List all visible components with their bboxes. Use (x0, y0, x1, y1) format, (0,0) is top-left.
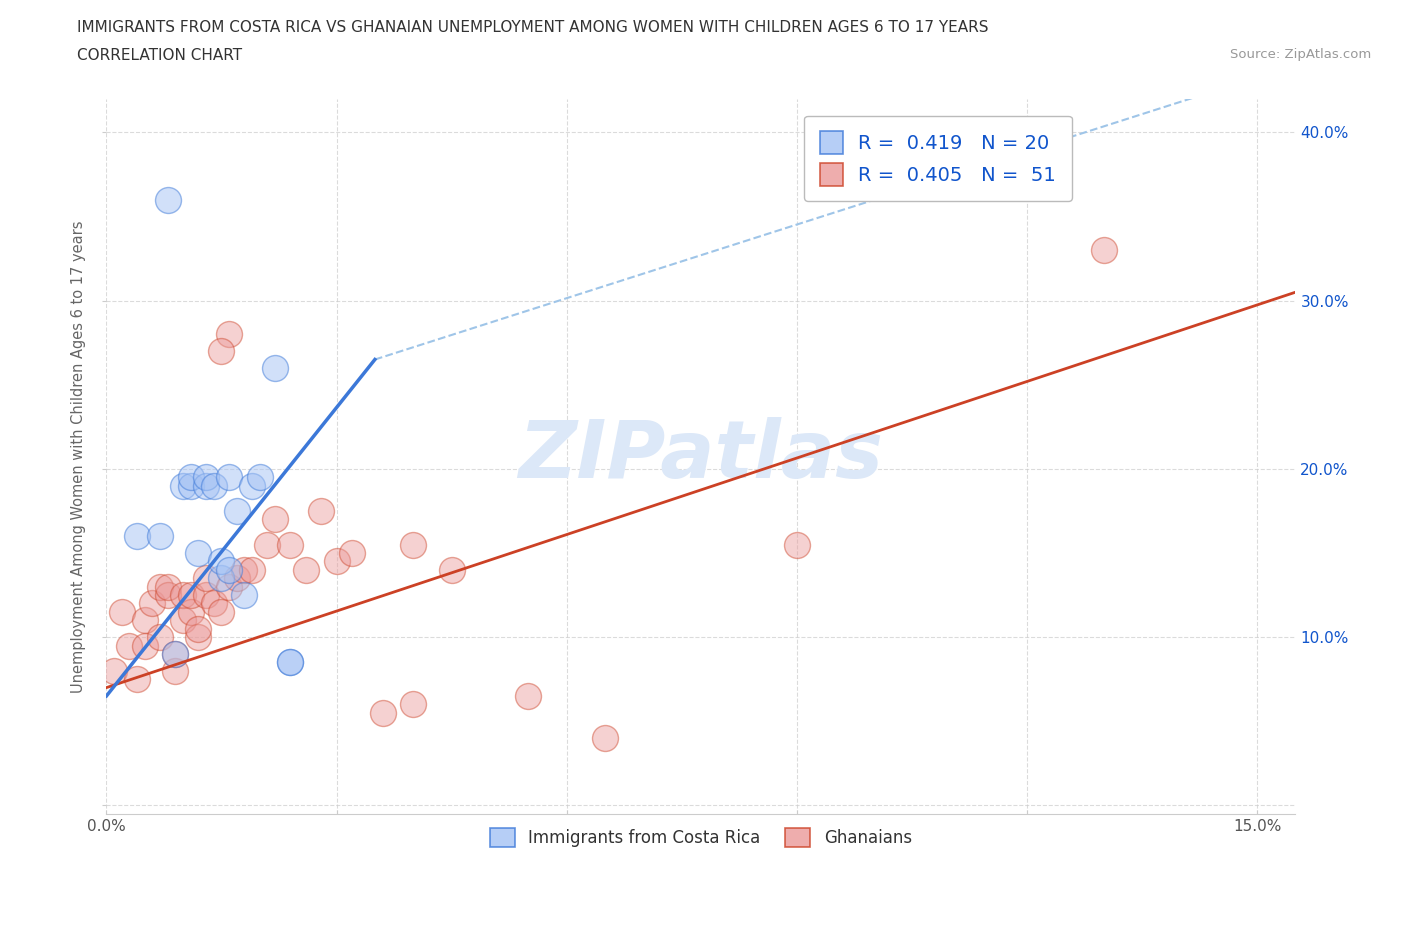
Point (371, 706, 394, 721)
Point (256, 538, 278, 552)
Point (156, 588, 179, 603)
Point (149, 630, 172, 644)
Point (125, 529, 148, 544)
Point (195, 478, 218, 493)
Point (165, 663, 187, 678)
Point (440, 563, 463, 578)
Point (165, 646, 187, 661)
Point (180, 588, 202, 603)
Point (156, 193, 179, 207)
Point (165, 646, 187, 661)
Point (180, 478, 202, 493)
Point (187, 630, 209, 644)
Point (218, 470, 240, 485)
Point (218, 563, 240, 578)
Point (280, 655, 302, 670)
Point (211, 554, 233, 569)
Point (134, 613, 156, 628)
Point (225, 571, 247, 586)
Point (172, 588, 194, 603)
Text: ZIPatlas: ZIPatlas (519, 418, 883, 496)
Point (1092, 243, 1115, 258)
Point (225, 503, 247, 518)
Point (180, 470, 202, 485)
Point (218, 326, 240, 341)
Point (240, 563, 263, 578)
Point (211, 344, 233, 359)
Point (240, 478, 263, 493)
Point (141, 596, 163, 611)
Point (172, 613, 194, 628)
Point (325, 554, 347, 569)
Point (111, 604, 134, 619)
Point (202, 596, 225, 611)
Point (402, 538, 425, 552)
Point (187, 546, 209, 561)
Point (195, 470, 218, 485)
Point (249, 470, 271, 485)
Point (786, 538, 808, 552)
Point (218, 579, 240, 594)
Point (233, 563, 256, 578)
Point (195, 588, 218, 603)
Point (202, 478, 225, 493)
Text: IMMIGRANTS FROM COSTA RICA VS GHANAIAN UNEMPLOYMENT AMONG WOMEN WITH CHILDREN AG: IMMIGRANTS FROM COSTA RICA VS GHANAIAN U… (77, 20, 988, 35)
Point (118, 638, 141, 653)
Point (156, 579, 179, 594)
Point (517, 688, 540, 703)
Point (295, 563, 318, 578)
Text: Source: ZipAtlas.com: Source: ZipAtlas.com (1230, 48, 1371, 61)
Legend: Immigrants from Costa Rica, Ghanaians: Immigrants from Costa Rica, Ghanaians (478, 817, 924, 859)
Point (149, 579, 172, 594)
Y-axis label: Unemployment Among Women with Children Ages 6 to 17 years: Unemployment Among Women with Children A… (72, 220, 86, 693)
Point (233, 588, 256, 603)
Point (211, 604, 233, 619)
Point (187, 621, 209, 636)
Point (134, 638, 156, 653)
Point (340, 546, 363, 561)
Point (103, 663, 125, 678)
Text: CORRELATION CHART: CORRELATION CHART (77, 48, 242, 63)
Point (172, 478, 194, 493)
Point (180, 604, 202, 619)
Point (593, 731, 616, 746)
Point (125, 671, 148, 686)
Point (149, 529, 172, 544)
Point (195, 571, 218, 586)
Point (264, 361, 287, 376)
Point (280, 538, 302, 552)
Point (211, 571, 233, 586)
Point (309, 503, 332, 518)
Point (402, 697, 425, 711)
Point (264, 512, 287, 526)
Point (280, 655, 302, 670)
